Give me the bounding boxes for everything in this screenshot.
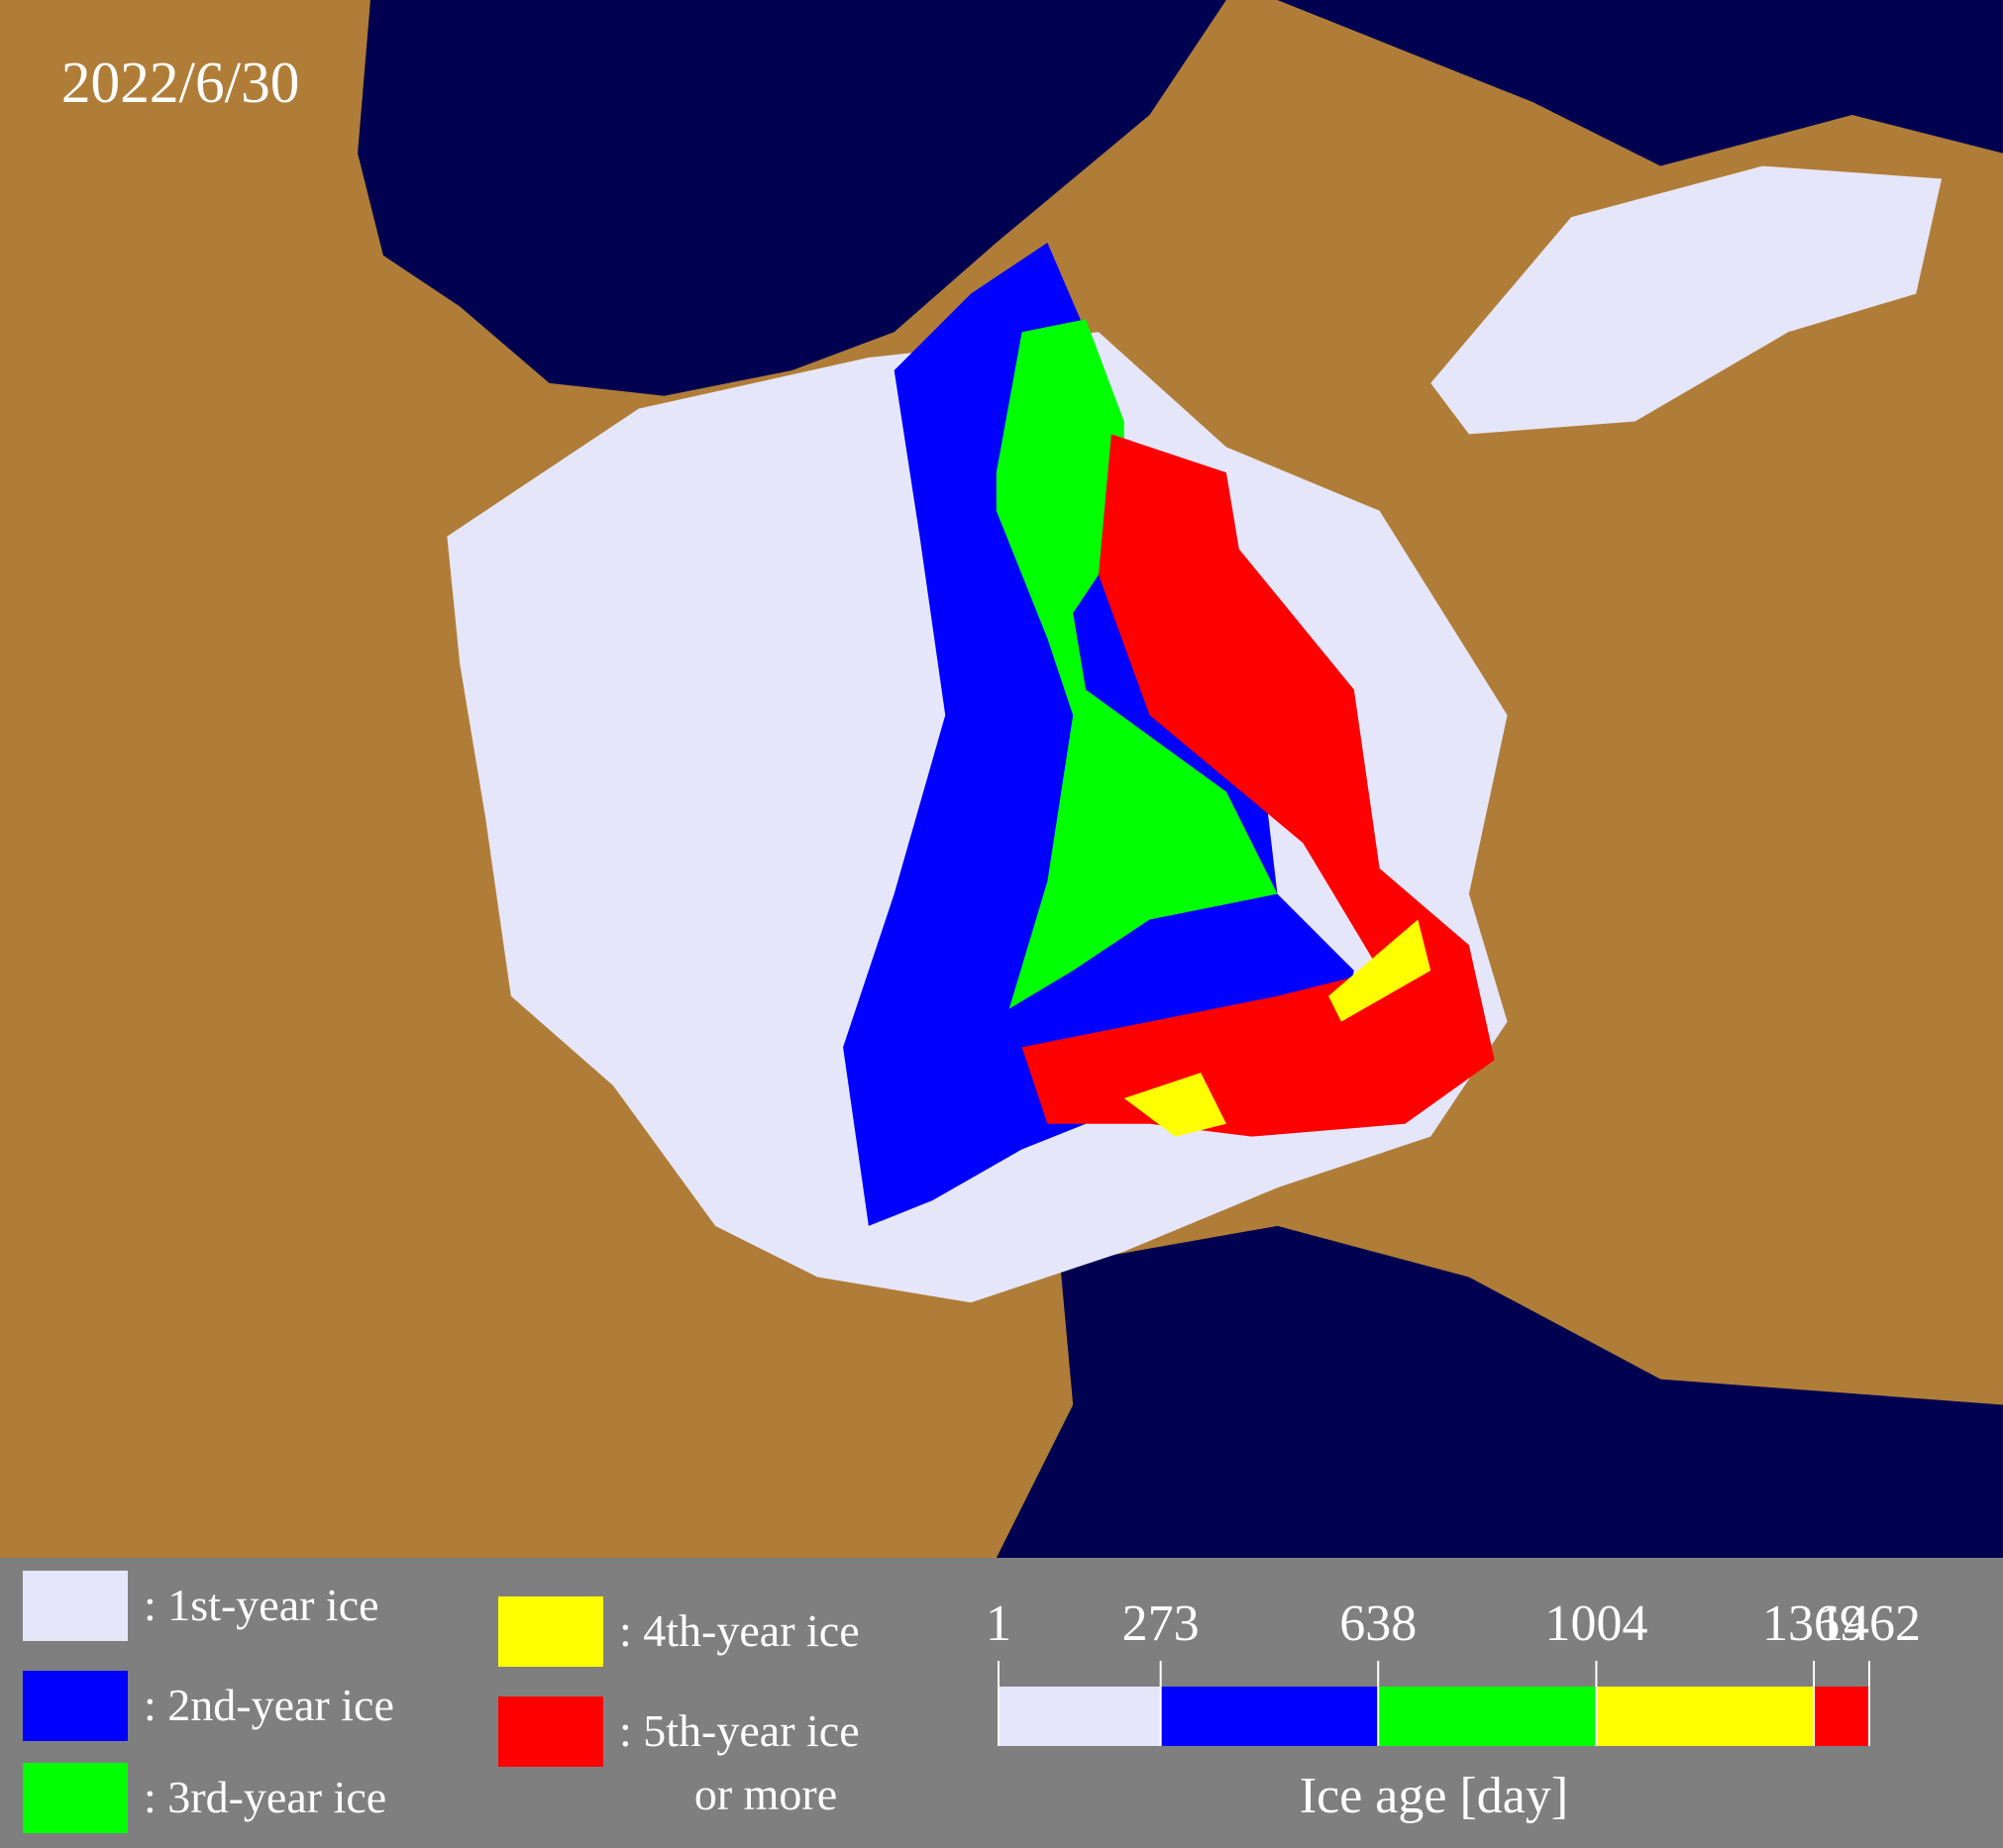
first-year-ice [1430, 165, 1943, 435]
colorbar-tick-label: 273 [1122, 1595, 1200, 1652]
date-label: 2022/6/30 [61, 50, 300, 115]
legend-swatch [23, 1571, 128, 1641]
legend-swatch [23, 1763, 128, 1833]
colorbar-segment [1378, 1687, 1597, 1746]
colorbar-segment [1596, 1687, 1815, 1746]
ocean [1277, 0, 2003, 166]
map: 2022/6/30 [0, 0, 2003, 1559]
colorbar-segment [1814, 1687, 1869, 1746]
third-year-ice [996, 319, 1278, 1009]
legend-label: : 2nd-year ice [144, 1680, 394, 1730]
fourth-year-ice [1123, 1073, 1226, 1137]
legend-swatch [498, 1596, 603, 1667]
colorbar-tick-label: 1004 [1544, 1595, 1647, 1652]
legend-swatch [23, 1671, 128, 1741]
legend-label: or more [694, 1769, 837, 1819]
ocean [996, 1225, 2003, 1559]
colorbar-tick-label: 1 [986, 1595, 1011, 1652]
legend-label: : 1st-year ice [144, 1580, 379, 1630]
legend-label: : 5th-year ice [619, 1705, 860, 1756]
colorbar-tick-label: 1462 [1818, 1595, 1921, 1652]
fourth-year-ice [1328, 919, 1431, 1022]
legend-label: : 3rd-year ice [144, 1772, 386, 1822]
colorbar-segment [1160, 1687, 1379, 1746]
legend-swatch [498, 1696, 603, 1767]
legend-label: : 4th-year ice [619, 1605, 860, 1656]
ocean [358, 0, 1226, 396]
colorbar-tick-label: 1369 [1762, 1595, 1865, 1652]
colorbar-segment [999, 1687, 1161, 1746]
colorbar-tick-label: 638 [1339, 1595, 1417, 1652]
colorbar-label: Ice age [day] [1300, 1768, 1568, 1824]
